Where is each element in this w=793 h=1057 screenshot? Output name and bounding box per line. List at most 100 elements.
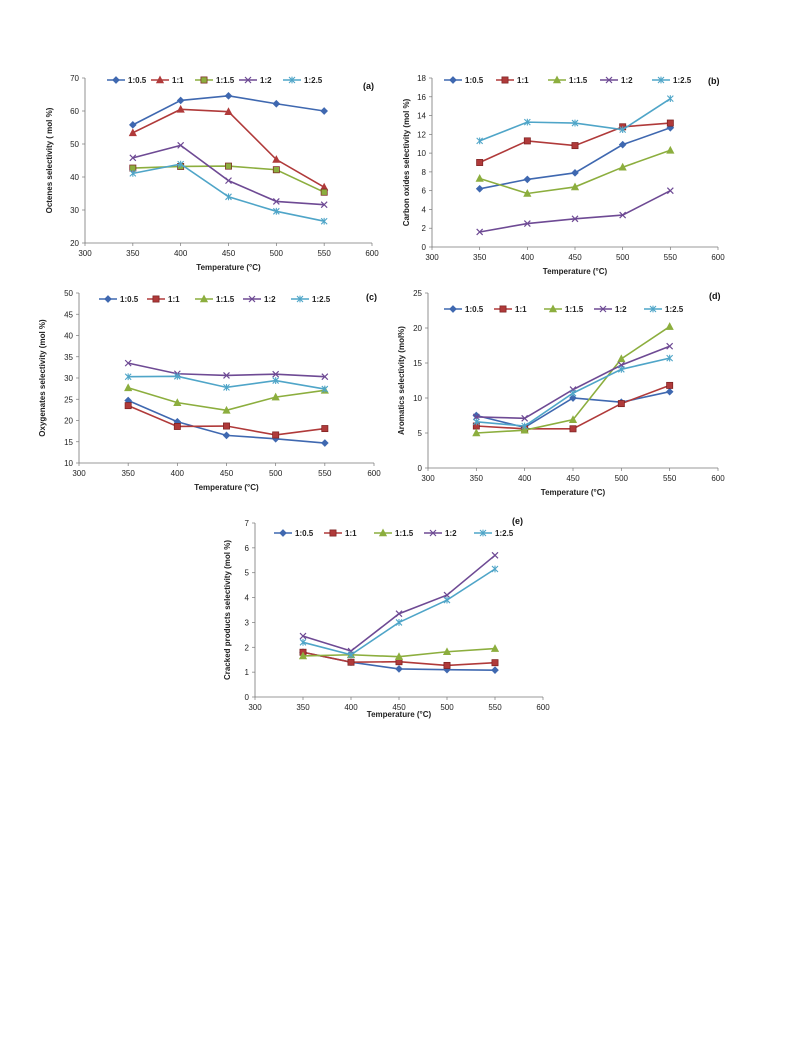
- data-point: [124, 383, 133, 392]
- data-point: [272, 166, 280, 174]
- x-axis-label: Temperature (°C): [543, 267, 608, 276]
- y-tick-label: 0: [418, 464, 423, 473]
- data-point: [617, 400, 625, 408]
- x-tick-label: 600: [536, 703, 550, 712]
- y-tick-label: 25: [413, 289, 422, 298]
- data-point: [320, 188, 328, 196]
- data-point: [472, 413, 480, 421]
- x-tick-label: 300: [72, 469, 86, 478]
- data-point: [320, 217, 328, 225]
- data-point: [472, 418, 480, 426]
- y-tick-label: 16: [417, 93, 426, 102]
- data-point: [571, 215, 579, 223]
- series-line: [302, 568, 496, 656]
- legend-marker: [152, 295, 160, 303]
- legend-label: 1:1: [517, 76, 529, 85]
- y-tick-label: 30: [70, 206, 79, 215]
- data-point: [476, 228, 484, 236]
- data-point: [571, 119, 579, 127]
- data-point: [222, 431, 231, 440]
- chart-panel-5: 300 350 400 450 500 550 600 0 1 2 3 4 5 6 7 Temperature…: [223, 516, 550, 719]
- y-tick-label: 5: [418, 429, 423, 438]
- legend-marker: [649, 305, 657, 313]
- data-point: [523, 189, 532, 197]
- legend-marker: [288, 76, 296, 84]
- legend-label: 1:2: [615, 305, 627, 314]
- x-tick-label: 600: [711, 474, 725, 483]
- legend-label: 1:0.5: [128, 76, 147, 85]
- data-point: [223, 422, 230, 430]
- series-line: [132, 108, 325, 188]
- data-point: [129, 169, 137, 177]
- y-tick-label: 14: [417, 112, 426, 121]
- data-point: [321, 385, 329, 393]
- legend-item: 1:2.5: [644, 305, 684, 314]
- legend-marker: [552, 75, 562, 84]
- y-tick-label: 4: [245, 594, 250, 603]
- series-line: [479, 127, 671, 190]
- x-tick-label: 400: [521, 253, 535, 262]
- y-tick-label: 40: [70, 173, 79, 182]
- series-1-2-5: [476, 95, 674, 145]
- data-point: [475, 184, 484, 193]
- legend-label: 1:2: [260, 76, 272, 85]
- y-axis-label: Octenes selectivity ( mol %): [45, 107, 54, 213]
- data-point: [128, 128, 137, 137]
- y-tick-label: 2: [422, 224, 427, 233]
- legend-label: 1:2.5: [304, 76, 323, 85]
- legend-item: 1:1: [147, 295, 180, 304]
- legend-item: 1:1.5: [374, 528, 414, 538]
- y-tick-label: 18: [417, 74, 426, 83]
- y-axis-label: Aromatics selectivity (mol%): [397, 326, 406, 435]
- legend-label: 1:1: [345, 529, 357, 538]
- legend-marker: [378, 528, 388, 537]
- data-point: [571, 142, 579, 150]
- y-tick-label: 12: [417, 130, 426, 139]
- chart-panel-3: 300 350 400 450 500 550 600 10 15 20 25 30 35 40 45 50 T…: [38, 289, 381, 492]
- x-tick-label: 400: [518, 474, 532, 483]
- y-axis-label: Cracked products selectivity (mol %): [223, 540, 232, 680]
- data-point: [124, 359, 132, 367]
- y-tick-label: 60: [70, 107, 79, 116]
- legend: 1:0.5 1:1 1:1.5 1:2 1:2.5: [107, 75, 323, 85]
- data-point: [224, 91, 233, 100]
- chart-panel-1: 300 350 400 450 500 550 600 20 30 40 50 60 70 Tempera…: [45, 74, 379, 272]
- data-point: [570, 182, 580, 191]
- panel-tag: (d): [709, 291, 721, 301]
- series-1-0-5: [124, 396, 329, 447]
- data-point: [176, 104, 185, 113]
- y-tick-label: 15: [413, 359, 422, 368]
- x-tick-label: 400: [171, 469, 185, 478]
- y-tick-label: 0: [422, 243, 427, 252]
- legend-marker: [104, 295, 112, 303]
- y-tick-label: 8: [422, 168, 427, 177]
- data-point: [472, 411, 481, 420]
- data-point: [321, 439, 329, 447]
- legend-item: 1:2.5: [291, 295, 331, 304]
- x-tick-label: 450: [220, 469, 234, 478]
- x-tick-label: 600: [365, 249, 379, 258]
- x-tick-label: 450: [392, 703, 406, 712]
- y-tick-label: 10: [413, 394, 422, 403]
- legend: 1:0.5 1:1 1:1.5 1:2 1:2.5: [274, 528, 514, 538]
- legend-label: 1:2.5: [312, 295, 331, 304]
- legend-marker: [657, 76, 665, 84]
- legend-item: 1:2: [600, 76, 633, 85]
- series-1-2: [299, 551, 499, 655]
- data-point: [521, 414, 529, 422]
- data-point: [299, 638, 307, 646]
- data-point: [173, 372, 181, 380]
- legend-item: 1:1: [151, 75, 184, 85]
- data-point: [321, 425, 329, 433]
- legend-marker: [599, 305, 607, 313]
- x-axis-label: Temperature (°C): [367, 710, 432, 719]
- data-point: [271, 392, 280, 401]
- data-point: [298, 651, 308, 660]
- legend-label: 1:2.5: [665, 305, 684, 314]
- y-tick-label: 1: [245, 668, 250, 677]
- legend-label: 1:1.5: [216, 76, 235, 85]
- y-tick-label: 20: [413, 324, 422, 333]
- data-point: [272, 155, 281, 163]
- legend-marker: [279, 529, 287, 537]
- legend: 1:0.5 1:1 1:1.5 1:2 1:2.5: [99, 294, 331, 304]
